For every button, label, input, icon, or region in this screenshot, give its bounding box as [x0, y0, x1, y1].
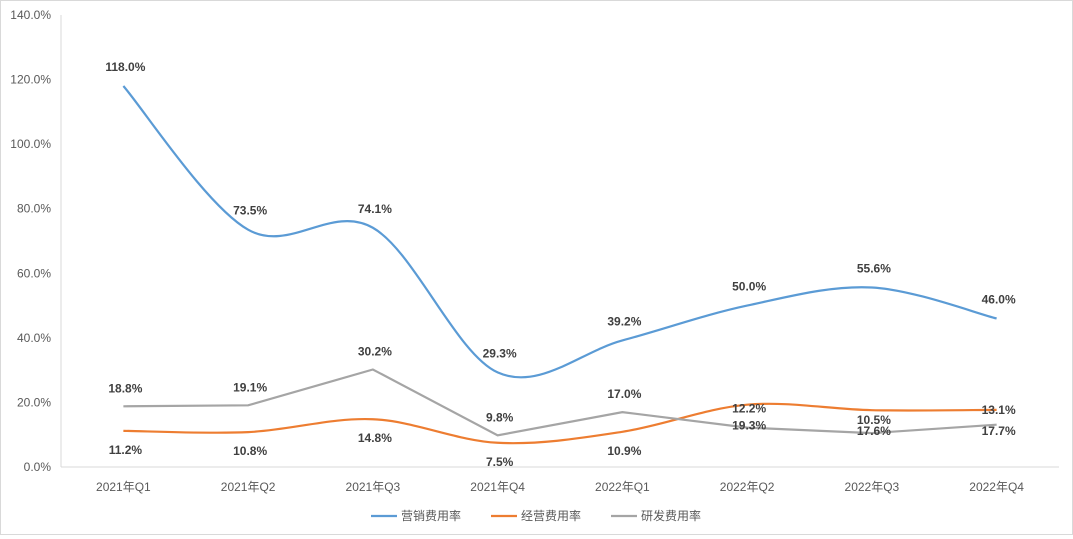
data-label: 19.3%: [732, 419, 766, 433]
x-tick-label: 2021年Q4: [470, 480, 525, 494]
y-tick-label: 100.0%: [10, 137, 51, 151]
y-tick-label: 120.0%: [10, 73, 51, 87]
data-label: 17.6%: [857, 424, 891, 438]
data-label: 17.7%: [982, 424, 1016, 438]
legend-label: 经营费用率: [521, 508, 581, 523]
data-label: 13.1%: [982, 403, 1016, 417]
data-label: 17.0%: [607, 387, 641, 401]
series-line-0: [122, 85, 997, 379]
y-tick-label: 80.0%: [17, 202, 51, 216]
legend-label: 研发费用率: [641, 508, 701, 523]
data-label: 30.2%: [358, 344, 392, 358]
data-label: 9.8%: [486, 410, 514, 424]
data-label: 19.1%: [233, 380, 267, 394]
y-tick-label: 0.0%: [24, 460, 52, 474]
legend-label: 营销费用率: [401, 508, 461, 523]
data-label: 73.5%: [233, 204, 267, 218]
x-tick-label: 2021年Q2: [221, 480, 276, 494]
data-label: 7.5%: [486, 455, 514, 469]
data-label: 12.2%: [732, 402, 766, 416]
data-label: 55.6%: [857, 261, 891, 275]
y-tick-label: 20.0%: [17, 395, 51, 409]
data-label: 14.8%: [358, 431, 392, 445]
data-label: 18.8%: [108, 381, 142, 395]
data-label: 118.0%: [105, 60, 145, 74]
data-label: 10.5%: [857, 413, 891, 427]
data-label: 11.2%: [109, 443, 143, 457]
x-tick-label: 2021年Q3: [346, 480, 401, 494]
x-tick-label: 2022年Q3: [845, 480, 900, 494]
y-tick-label: 60.0%: [17, 266, 51, 280]
x-tick-label: 2022年Q2: [720, 480, 775, 494]
data-label: 39.2%: [607, 314, 641, 328]
y-tick-label: 140.0%: [10, 8, 51, 22]
data-label: 50.0%: [732, 280, 766, 294]
data-label: 10.8%: [233, 444, 267, 458]
data-label: 74.1%: [358, 202, 392, 216]
x-tick-label: 2022年Q4: [969, 480, 1024, 494]
y-tick-label: 40.0%: [17, 331, 51, 345]
data-label: 10.9%: [607, 444, 641, 458]
data-label: 46.0%: [982, 292, 1016, 306]
series-line-2: [123, 368, 997, 437]
series-line-1: [123, 402, 997, 445]
x-tick-label: 2022年Q1: [595, 480, 650, 494]
data-label: 29.3%: [483, 346, 517, 360]
x-tick-label: 2021年Q1: [96, 480, 151, 494]
